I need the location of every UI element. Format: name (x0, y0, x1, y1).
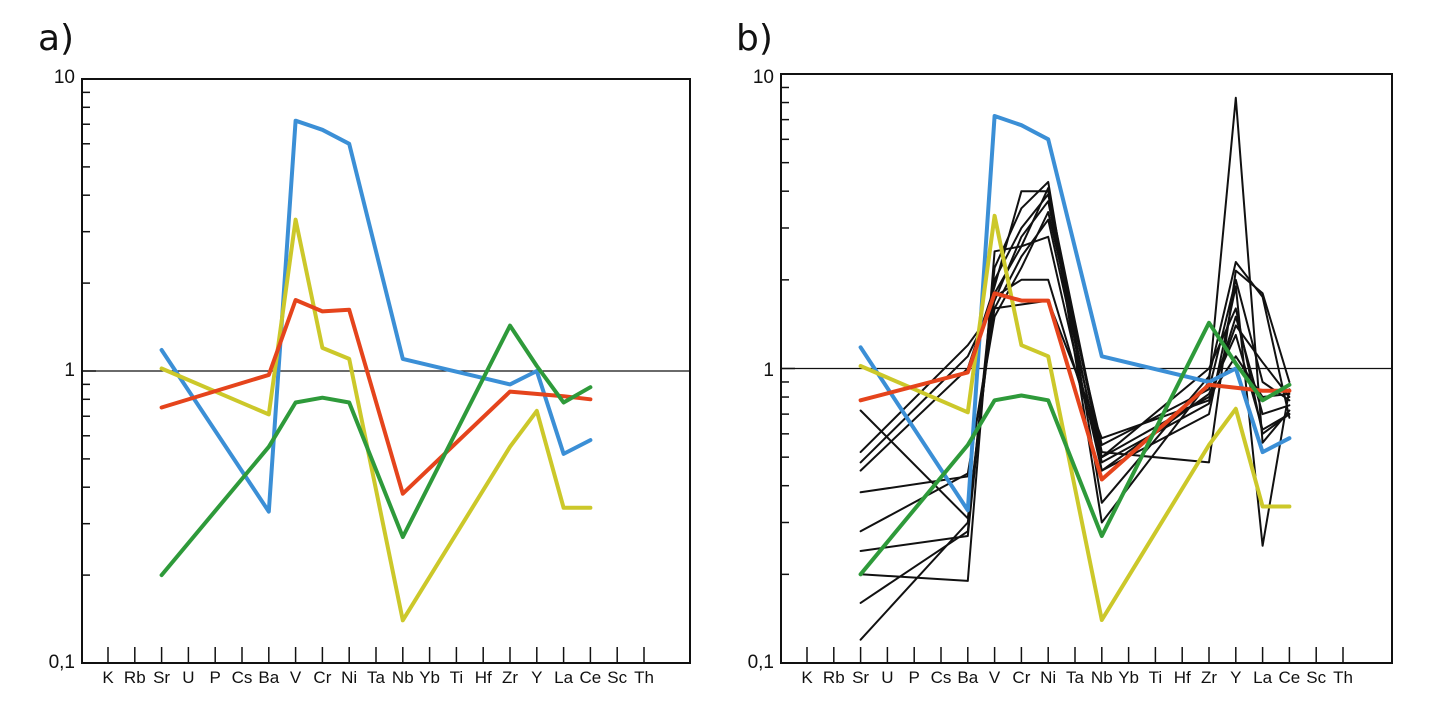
x-tick-label: Sr (852, 668, 869, 687)
panel-b-ytick-10: 10 (753, 67, 774, 88)
x-tick-label: Zr (1201, 668, 1217, 687)
x-tick-label: Sc (1306, 668, 1326, 687)
panel-b-ytick-1: 1 (763, 360, 774, 381)
x-tick-label: V (290, 668, 302, 687)
x-tick-label: Cs (931, 668, 952, 687)
x-tick-label: P (909, 668, 920, 687)
x-tick-label: Ni (1040, 668, 1056, 687)
reference-pattern-line (159, 118, 593, 514)
x-tick-label: U (881, 668, 893, 687)
x-tick-label: Zr (502, 668, 518, 687)
sample-pattern-line (859, 278, 1291, 520)
panel-a-ytick-0-1: 0,1 (49, 652, 75, 673)
x-tick-label: Ba (957, 668, 978, 687)
x-tick-label: Th (634, 668, 654, 687)
x-tick-label: Ta (1066, 668, 1085, 687)
x-tick-label: Sc (607, 668, 627, 687)
x-tick-label: Hf (475, 668, 492, 687)
x-tick-label: U (182, 668, 194, 687)
panel-a-ytick-1: 1 (64, 360, 75, 381)
x-tick-label: Ta (367, 668, 386, 687)
x-tick-label: Nb (1091, 668, 1113, 687)
x-tick-label: Rb (124, 668, 146, 687)
reference-pattern-line (858, 291, 1292, 482)
x-tick-label: Ba (258, 668, 279, 687)
x-tick-label: Ce (1279, 668, 1301, 687)
panel-b-label: b) (736, 18, 773, 59)
x-tick-label: Ti (450, 668, 464, 687)
reference-pattern-line (159, 217, 593, 623)
panel-a-label: a) (38, 18, 74, 59)
panel-a: a) 10 1 0,1 K Rb Sr U P Cs Ba V Cr Ni Ta Nb Yb Ti Hf Zr… (38, 18, 691, 687)
x-tick-label: Sr (153, 668, 170, 687)
x-tick-label: Nb (392, 668, 414, 687)
reference-pattern-line (858, 114, 1292, 513)
x-tick-label: Y (1230, 668, 1241, 687)
x-tick-label: P (210, 668, 221, 687)
x-tick-label: Hf (1174, 668, 1191, 687)
panel-b: b) 10 1 0,1 K Rb Sr U P Cs Ba V Cr Ni Ta Nb Yb Ti Hf Zr… (736, 18, 1393, 687)
reference-pattern-line (858, 213, 1292, 622)
x-tick-label: Y (531, 668, 542, 687)
x-tick-label: Cr (1012, 668, 1030, 687)
x-tick-label: Rb (823, 668, 845, 687)
reference-pattern-line (159, 323, 593, 578)
x-tick-label: Ti (1149, 668, 1163, 687)
x-tick-label: Ni (341, 668, 357, 687)
x-tick-label: Cr (313, 668, 331, 687)
reference-pattern-line (159, 298, 593, 496)
x-tick-label: Yb (419, 668, 440, 687)
x-tick-label: La (554, 668, 573, 687)
x-tick-label: K (102, 668, 114, 687)
panel-a-ytick-10: 10 (54, 67, 75, 88)
x-tick-label: Yb (1118, 668, 1139, 687)
x-tick-label: V (989, 668, 1001, 687)
x-tick-label: K (801, 668, 813, 687)
reference-pattern-line (858, 320, 1292, 577)
panel-b-ytick-0-1: 0,1 (748, 652, 774, 673)
x-tick-label: Th (1333, 668, 1353, 687)
x-tick-label: Ce (580, 668, 602, 687)
x-tick-label: La (1253, 668, 1272, 687)
x-tick-label: Cs (232, 668, 253, 687)
